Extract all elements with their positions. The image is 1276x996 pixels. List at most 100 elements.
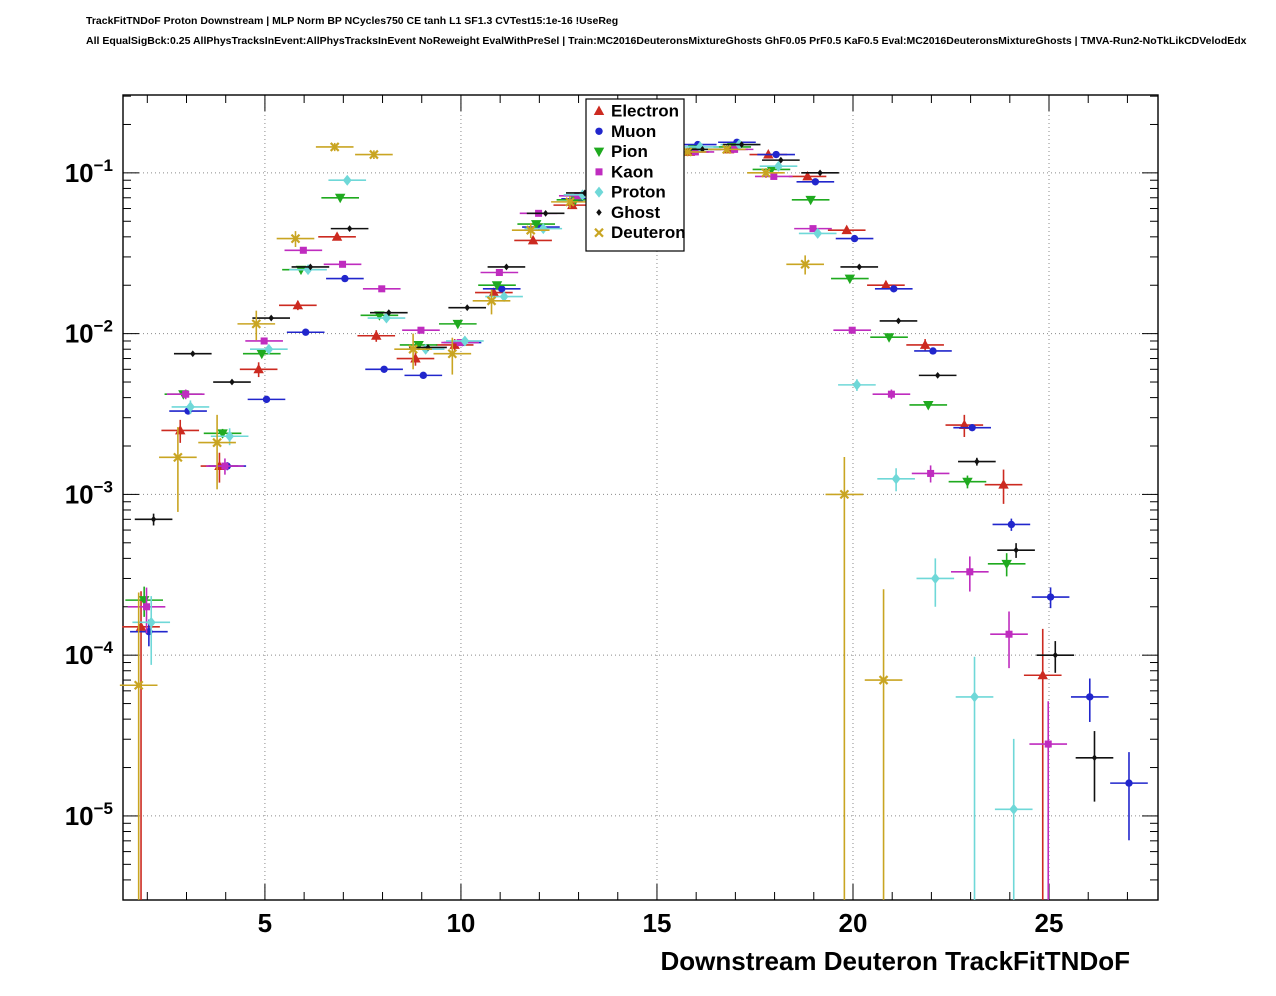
kaon-marker [182, 390, 190, 398]
proton-marker [146, 616, 156, 628]
muon-marker [1046, 593, 1055, 601]
kaon-marker [417, 326, 425, 334]
ghost-marker [1091, 754, 1098, 762]
pion-marker [923, 401, 934, 411]
pion-marker [530, 220, 542, 230]
ghost-marker [895, 317, 902, 325]
ghost-marker [346, 225, 353, 233]
kaon-marker [378, 285, 386, 293]
grid-lines [123, 95, 1158, 900]
plot-title-line2: All EqualSigBck:0.25 AllPhysTracksInEven… [86, 34, 1247, 47]
ghost-marker [386, 309, 392, 317]
deuteron-marker [486, 296, 497, 306]
kaon-marker [495, 268, 503, 277]
series-kaon [127, 145, 1068, 900]
muon-marker [811, 178, 820, 186]
pion-marker [334, 193, 346, 204]
pion-marker [805, 195, 816, 206]
legend-entry-deuteron: Deuteron [594, 223, 686, 242]
pion-marker [413, 341, 424, 351]
pion-marker [452, 319, 464, 330]
y-tick-label-1e-2: 10−2 [65, 317, 113, 349]
pion-marker [491, 281, 503, 291]
series-electron [122, 143, 1062, 900]
deuteron-marker [447, 348, 458, 359]
deuteron-marker [133, 680, 144, 691]
kaon-marker [1044, 740, 1052, 748]
kaon-marker [809, 225, 817, 233]
muon-marker [850, 234, 859, 243]
muon-marker [262, 395, 271, 404]
proton-marker [460, 335, 470, 347]
electron-marker [959, 419, 970, 430]
kaon-marker [221, 462, 229, 470]
ghost-marker [856, 263, 862, 271]
muon-marker [772, 150, 780, 159]
proton-marker [891, 473, 901, 485]
proton-marker [225, 430, 235, 442]
x-axis-title: Downstream Deuteron TrackFitTNDoF [660, 946, 1130, 976]
kaon-marker [456, 339, 464, 347]
proton-marker [813, 227, 823, 239]
legend-label-muon: Muon [611, 122, 656, 141]
ghost-marker [738, 141, 745, 148]
pion-legend-marker-icon [593, 147, 605, 158]
proton-marker [852, 379, 862, 391]
deuteron-marker [329, 142, 340, 152]
legend-label-electron: Electron [611, 102, 679, 121]
ghost-marker [582, 189, 588, 197]
kaon-marker [299, 246, 307, 254]
deuteron-marker [682, 147, 693, 157]
proton-legend-marker-icon [594, 186, 604, 198]
pion-marker [217, 429, 228, 439]
electron-marker [802, 170, 813, 181]
kaon-marker [770, 172, 778, 180]
legend-label-pion: Pion [611, 142, 648, 161]
deuteron-marker [212, 437, 222, 448]
legend-label-deuteron: Deuteron [611, 223, 686, 242]
legend-entry-pion: Pion [593, 142, 648, 161]
muon-marker [302, 328, 310, 336]
kaon-marker [927, 469, 935, 477]
ghost-marker [229, 378, 235, 386]
deuteron-marker [800, 259, 810, 270]
ghost-marker [934, 371, 941, 379]
proton-marker [774, 160, 783, 172]
pion-marker [374, 311, 385, 321]
electron-marker [880, 279, 892, 290]
ghost-marker [699, 145, 706, 153]
kaon-marker [260, 337, 268, 345]
x-tick-label-15: 15 [643, 908, 672, 938]
electron-marker [919, 339, 931, 349]
muon-legend-marker-icon [595, 127, 603, 135]
kaon-marker [848, 326, 856, 334]
x-tick-label-25: 25 [1035, 908, 1064, 938]
ghost-marker [778, 156, 784, 164]
kaon-marker [574, 192, 582, 200]
muon-marker [341, 274, 349, 283]
ghost-marker [1013, 546, 1019, 554]
pion-marker [1001, 559, 1012, 570]
axis-ticks [123, 95, 1158, 900]
proton-marker [186, 401, 195, 413]
legend-entry-muon: Muon [595, 122, 656, 141]
kaon-marker [887, 390, 895, 398]
proton-marker [342, 174, 352, 186]
pion-marker [844, 274, 856, 285]
electron-marker [253, 363, 264, 374]
proton-marker [970, 691, 979, 703]
legend-entry-kaon: Kaon [595, 162, 654, 181]
muon-marker [890, 285, 898, 293]
kaon-marker [1005, 630, 1013, 638]
muon-marker [1007, 520, 1016, 529]
y-tick-label-1e-5: 10−5 [65, 799, 113, 831]
ghost-marker [268, 314, 274, 322]
pion-marker [256, 349, 268, 360]
ghost-marker [190, 350, 196, 358]
electron-marker [527, 234, 539, 245]
muon-marker [1125, 779, 1133, 787]
ghost-legend-marker-icon [596, 209, 602, 216]
muon-marker [498, 285, 506, 293]
ghost-marker [1052, 651, 1059, 659]
